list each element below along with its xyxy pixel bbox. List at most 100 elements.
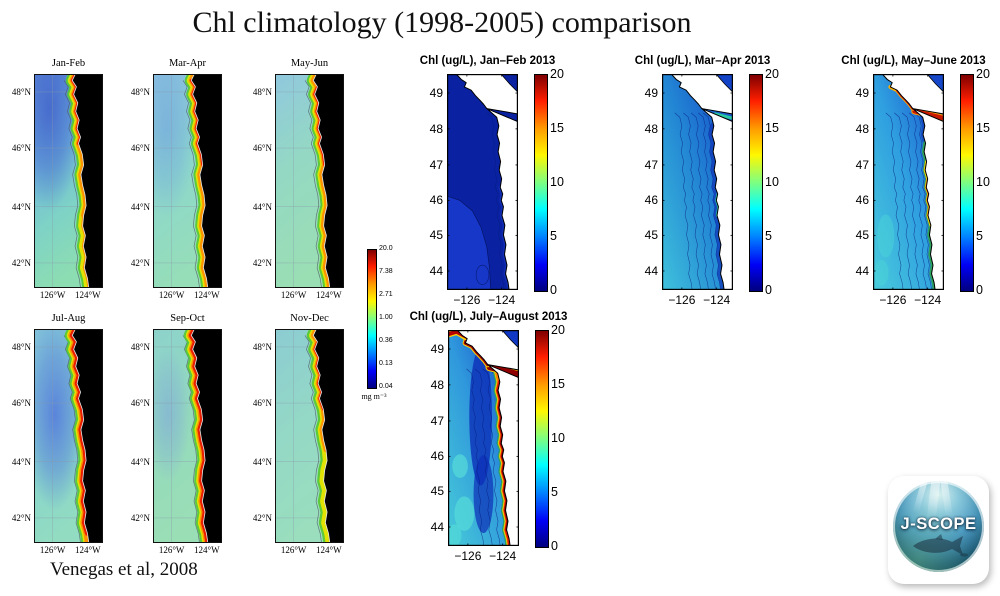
climatology-colorbar-tick-label: 0.04: [379, 383, 393, 390]
model-colorbar-tick-label: 10: [550, 175, 564, 189]
lat-tick-label: 42°N: [130, 257, 150, 268]
map-plot: [34, 74, 103, 288]
lat-tick-label: 48°N: [11, 86, 31, 97]
lat-tick-label: 48: [855, 121, 869, 136]
model-colorbar-tick-label: 20: [551, 323, 565, 337]
lat-tick-label: 44°N: [11, 456, 31, 467]
model-colorbar-tick-label: 0: [976, 283, 983, 297]
lat-tick-label: 44: [855, 263, 869, 278]
lat-tick-label: 48°N: [11, 341, 31, 352]
lon-tick-label: 126°W: [158, 290, 185, 300]
lat-tick-label: 45: [855, 228, 869, 243]
clim-map-title: Mar-Apr: [168, 58, 207, 69]
clim-map-title: Nov-Dec: [290, 313, 329, 324]
model-colorbar-tick-label: 5: [551, 485, 558, 499]
lat-tick-label: 47: [644, 157, 658, 172]
lat-tick-label: 46°N: [11, 398, 31, 409]
lat-tick-label: 44: [430, 519, 444, 534]
lat-tick-label: 48: [644, 121, 658, 136]
lon-tick-label: −126: [454, 549, 482, 563]
lat-tick-label: 47: [430, 413, 444, 428]
lat-tick-label: 44°N: [252, 456, 272, 467]
model-colorbar-tick-label: 20: [550, 67, 564, 81]
climatology-colorbar-tick-label: 1.00: [379, 314, 393, 321]
lat-tick-label: 47: [855, 157, 869, 172]
map-plot: [448, 330, 519, 546]
model-colorbar-tick-label: 15: [765, 121, 779, 135]
lat-tick-label: 44°N: [252, 201, 272, 212]
model-map-title: Chl (ug/L), Mar–Apr 2013: [634, 55, 771, 67]
model-colorbar-tick-label: 15: [976, 121, 990, 135]
clim-map-sep-oct: Sep-Oct 48°N 46°N 44°N 42°N 126°W 124°W: [127, 312, 231, 562]
logo-text: J-SCOPE: [900, 515, 977, 533]
model-colorbar-tick-label: 0: [551, 539, 558, 553]
climatology-colorbar-tick-label: 7.38: [379, 268, 393, 275]
lat-tick-label: 45: [429, 228, 443, 243]
lat-tick-label: 44: [429, 263, 443, 278]
lat-tick-label: 44°N: [130, 456, 150, 467]
model-map-chl-ug-l-may-june-2013: Chl (ug/L), May–June 2013 49 48 47 46 45 44 −12…: [841, 52, 990, 310]
clim-map-title: May-Jun: [290, 58, 329, 69]
map-plot: [275, 74, 344, 288]
model-colorbar-tick-label: 20: [765, 67, 779, 81]
lat-tick-label: 48: [430, 377, 444, 392]
lat-tick-label: 46°N: [252, 398, 272, 409]
model-map-chl-ug-l-july-august-2013: Chl (ug/L), July–August 2013 49 48 47 46 45 44…: [410, 308, 568, 566]
lon-tick-label: −124: [703, 293, 731, 307]
lat-tick-label: 46°N: [252, 143, 272, 154]
lon-tick-label: −124: [489, 549, 517, 563]
citation-text: Venegas et al, 2008: [50, 559, 198, 580]
map-plot: [34, 329, 103, 543]
lon-tick-label: −126: [668, 293, 696, 307]
model-colorbar: [749, 74, 763, 292]
lon-tick-label: 126°W: [158, 545, 185, 555]
climatology-colorbar-tick-label: 0.36: [379, 337, 393, 344]
model-map-title: Chl (ug/L), May–June 2013: [841, 55, 986, 67]
model-map-title: Chl (ug/L), July–August 2013: [409, 311, 568, 323]
clim-map-may-jun: May-Jun 48°N 46°N 44°N 42°N 126°W 124°W: [249, 57, 353, 307]
climatology-colorbar-unit: mg m⁻³: [361, 392, 387, 401]
lon-tick-label: −126: [879, 293, 907, 307]
fish-icon: [913, 534, 968, 557]
map-plot: [662, 74, 733, 290]
model-colorbar: [535, 330, 549, 548]
lat-tick-label: 49: [429, 86, 443, 100]
lat-tick-label: 49: [430, 342, 444, 356]
jscope-logo: J-SCOPE: [888, 476, 989, 584]
lon-tick-label: 126°W: [39, 545, 66, 555]
clim-map-title: Jul-Aug: [51, 313, 86, 324]
model-colorbar-tick-label: 20: [976, 67, 990, 81]
lon-tick-label: 126°W: [280, 545, 307, 555]
model-colorbar-tick-label: 0: [550, 283, 557, 297]
climatology-colorbar-tick-label: 0.13: [379, 360, 393, 367]
lon-tick-label: 124°W: [316, 545, 342, 555]
model-colorbar-tick-label: 0: [765, 283, 772, 297]
lon-tick-label: 126°W: [39, 290, 66, 300]
clim-map-mar-apr: Mar-Apr 48°N 46°N 44°N 42°N 126°W 124°W: [127, 57, 231, 307]
slide-title: Chl climatology (1998-2005) comparison: [192, 6, 692, 39]
lat-tick-label: 44: [644, 263, 658, 278]
clim-map-title: Jan-Feb: [51, 58, 86, 69]
model-colorbar-tick-label: 5: [550, 229, 557, 243]
model-map-chl-ug-l-jan-feb-2013: Chl (ug/L), Jan–Feb 2013 49 48 47 46 45 44 −126…: [420, 52, 564, 310]
model-colorbar-tick-label: 15: [550, 121, 564, 135]
clim-map-nov-dec: Nov-Dec 48°N 46°N 44°N 42°N 126°W 124°W: [249, 312, 353, 562]
model-colorbar-tick-label: 10: [976, 175, 990, 189]
lat-tick-label: 48°N: [130, 86, 150, 97]
clim-map-jul-aug: Jul-Aug 48°N 46°N 44°N 42°N 126°W 124°W: [8, 312, 112, 562]
lat-tick-label: 46: [644, 193, 658, 208]
lon-tick-label: 124°W: [75, 545, 101, 555]
climatology-colorbar-tick-label: 2.71: [379, 291, 393, 298]
lat-tick-label: 48: [429, 121, 443, 136]
map-plot: [275, 329, 344, 543]
lat-tick-label: 45: [644, 228, 658, 243]
lat-tick-label: 46°N: [130, 398, 150, 409]
lon-tick-label: 124°W: [75, 290, 101, 300]
model-colorbar: [960, 74, 974, 292]
climatology-colorbar: [367, 249, 377, 389]
map-plot: [153, 329, 222, 543]
clim-map-jan-feb: Jan-Feb 48°N 46°N 44°N 42°N 126°W 124°W: [8, 57, 112, 307]
lat-tick-label: 46°N: [130, 143, 150, 154]
lat-tick-label: 48°N: [252, 86, 272, 97]
